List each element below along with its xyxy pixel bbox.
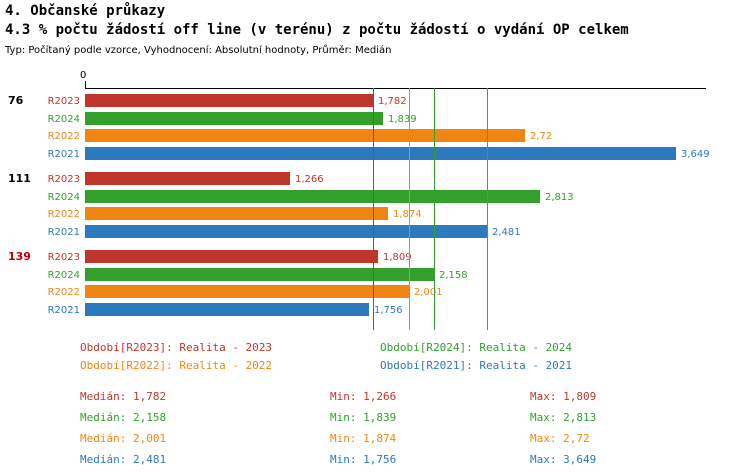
series-label-r2022: R2022 xyxy=(47,209,80,220)
page-title: 4. Občanské průkazy xyxy=(5,3,166,19)
chart-meta: Typ: Počítaný podle vzorce, Vyhodnocení:… xyxy=(5,45,392,56)
bar-r2024 xyxy=(85,268,434,281)
median-line-r2022 xyxy=(409,88,410,330)
stat-max-r2021: Max: 3,649 xyxy=(530,453,597,466)
series-label-r2024: R2024 xyxy=(47,270,80,281)
series-label-r2023: R2023 xyxy=(47,174,80,185)
bar-r2023 xyxy=(85,172,290,185)
stat-min-r2023: Min: 1,266 xyxy=(330,390,397,403)
bar-r2022 xyxy=(85,285,409,298)
series-label-r2021: R2021 xyxy=(47,305,80,316)
bar-r2022 xyxy=(85,207,388,220)
bar-r2023 xyxy=(85,250,378,263)
legend-item-r2023: Období[R2023]: Realita - 2023 xyxy=(80,341,273,354)
median-line-r2021 xyxy=(487,88,488,330)
series-label-r2022: R2022 xyxy=(47,287,80,298)
bar-r2023 xyxy=(85,94,373,107)
group-count-label: 139 xyxy=(8,250,31,263)
bar-r2021 xyxy=(85,225,487,238)
stat-max-r2023: Max: 1,809 xyxy=(530,390,597,403)
stat-median-r2023: Medián: 1,782 xyxy=(80,390,167,403)
bar-value-label: 1,809 xyxy=(383,252,412,263)
stat-min-r2022: Min: 1,874 xyxy=(330,432,397,445)
legend-item-r2024: Období[R2024]: Realita - 2024 xyxy=(380,341,573,354)
axis-line xyxy=(85,88,706,89)
bar-r2022 xyxy=(85,129,525,142)
stat-min-r2021: Min: 1,756 xyxy=(330,453,397,466)
series-label-r2021: R2021 xyxy=(47,227,80,238)
bar-value-label: 2,158 xyxy=(439,270,468,281)
bar-value-label: 1,874 xyxy=(393,209,422,220)
legend-item-r2021: Období[R2021]: Realita - 2021 xyxy=(380,359,573,372)
stat-max-r2022: Max: 2,72 xyxy=(530,432,590,445)
bar-value-label: 1,756 xyxy=(374,305,403,316)
group-count-label: 111 xyxy=(8,172,31,185)
bar-value-label: 1,266 xyxy=(295,174,324,185)
axis-zero-label: 0 xyxy=(80,70,87,81)
stat-median-r2021: Medián: 2,481 xyxy=(80,453,167,466)
stat-median-r2022: Medián: 2,001 xyxy=(80,432,167,445)
bar-value-label: 1,839 xyxy=(388,114,417,125)
series-label-r2022: R2022 xyxy=(47,131,80,142)
chart-title: 4.3 % počtu žádostí off line (v terénu) … xyxy=(5,22,629,38)
series-label-r2024: R2024 xyxy=(47,114,80,125)
bar-value-label: 2,481 xyxy=(492,227,521,238)
group-count-label: 76 xyxy=(8,94,24,107)
median-line-r2023 xyxy=(373,88,374,330)
axis-tick xyxy=(85,81,86,88)
bar-value-label: 2,001 xyxy=(414,287,443,298)
bar-value-label: 2,813 xyxy=(545,192,574,203)
bar-value-label: 1,782 xyxy=(378,96,407,107)
series-label-r2023: R2023 xyxy=(47,252,80,263)
stat-median-r2024: Medián: 2,158 xyxy=(80,411,167,424)
legend-item-r2022: Období[R2022]: Realita - 2022 xyxy=(80,359,273,372)
bar-r2024 xyxy=(85,112,383,125)
bar-value-label: 2,72 xyxy=(530,131,553,142)
plot-area: 76 R2023 1,782 R2024 1,839 R2022 2,72 R2021 3,64… xyxy=(0,88,750,338)
bar-r2021 xyxy=(85,303,369,316)
series-label-r2023: R2023 xyxy=(47,96,80,107)
series-label-r2021: R2021 xyxy=(47,149,80,160)
median-line-r2024 xyxy=(434,88,435,330)
stat-min-r2024: Min: 1,839 xyxy=(330,411,397,424)
bar-r2024 xyxy=(85,190,540,203)
stat-max-r2024: Max: 2,813 xyxy=(530,411,597,424)
series-label-r2024: R2024 xyxy=(47,192,80,203)
bar-r2021 xyxy=(85,147,676,160)
bar-value-label: 3,649 xyxy=(681,149,710,160)
